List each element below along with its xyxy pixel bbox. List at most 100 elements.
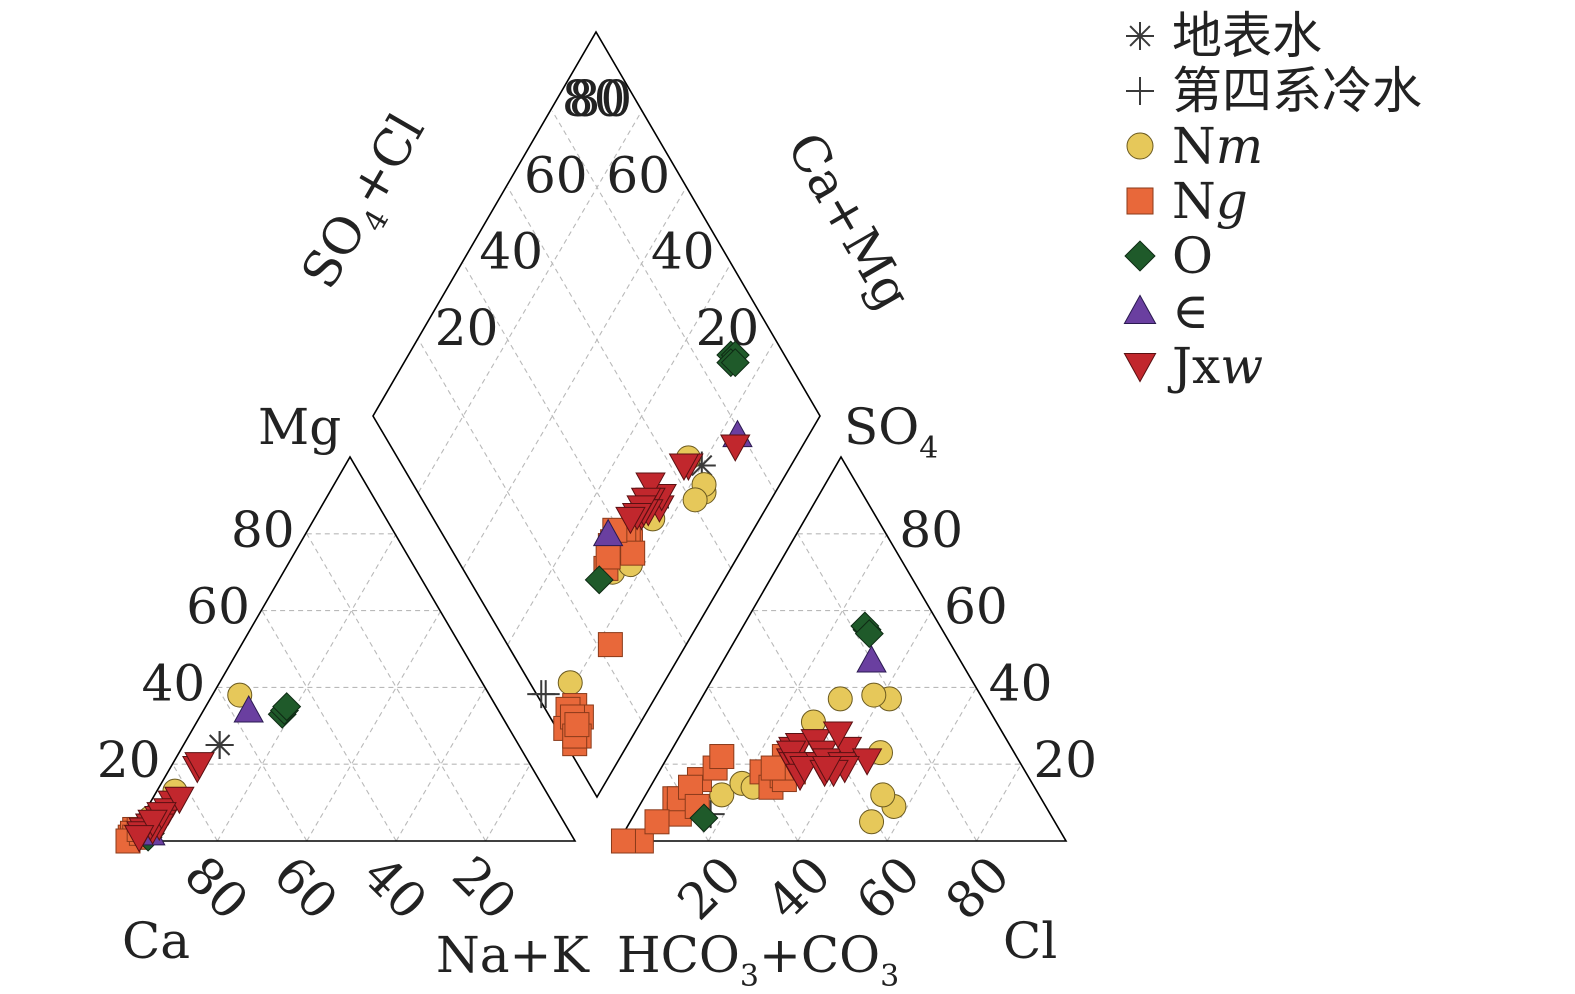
- data-point-cam: [233, 695, 264, 723]
- anion-so4-tick: 80: [899, 501, 963, 559]
- grid-lines: [172, 110, 1022, 842]
- anion-so4-subscript: 4: [919, 431, 938, 466]
- data-point-nm: [557, 670, 583, 696]
- tick-labels: 2020202020204040404040406060606060608080…: [97, 70, 1097, 931]
- legend-label-cam: ∈: [1172, 282, 1209, 340]
- data-point-jxw: [811, 756, 843, 784]
- diamond-so4cl-label: SO4+Cl: [290, 104, 444, 303]
- anion-hco3-subscript-2: 3: [880, 959, 899, 994]
- legend-label-quaternary: 第四系冷水: [1172, 62, 1422, 120]
- data-point-ng: [644, 809, 670, 835]
- data-point-jxw: [137, 809, 168, 838]
- cation-grid-line: [172, 763, 218, 842]
- data-points: [115, 340, 907, 854]
- cation-grid-line: [485, 763, 531, 842]
- legend-marker-ng: [1126, 187, 1154, 215]
- diamond-camg-label: Ca+Mg: [776, 123, 923, 319]
- data-point-nm: [859, 809, 885, 835]
- data-point-ng: [564, 712, 590, 738]
- data-point-cam: [592, 518, 624, 547]
- cation-mg-tick: 60: [186, 578, 250, 636]
- data-point-ng: [709, 744, 735, 770]
- anion-grid-line: [976, 763, 1022, 842]
- legend-marker-surface: [1126, 22, 1154, 50]
- data-point-jxw: [822, 721, 854, 749]
- cation-nak-label: Na+K: [436, 926, 590, 984]
- legend-label-text: 第四系冷水: [1172, 62, 1422, 120]
- data-point-jxw: [615, 506, 646, 535]
- anion-hco3-subscript-1: 3: [740, 959, 759, 994]
- anion-cl-tick: 60: [845, 845, 931, 931]
- anion-hco3-co3-text: +CO: [759, 926, 880, 984]
- cation-triangle: [126, 455, 577, 842]
- data-point-nm: [827, 686, 853, 712]
- anion-so4-tick: 40: [989, 654, 1053, 712]
- legend-label-text: N: [1172, 117, 1216, 175]
- cation-ca-tick: 40: [352, 845, 438, 931]
- anion-cl-tick: 40: [756, 845, 842, 931]
- data-point-surface-stroke: [209, 734, 231, 756]
- diamond-grid-line: [418, 339, 643, 722]
- diamond-grid-line: [507, 263, 732, 645]
- data-point-o: [272, 692, 302, 722]
- legend-label-italic: g: [1216, 172, 1248, 230]
- data-point-jxw: [123, 825, 155, 853]
- legend-label-italic: m: [1216, 117, 1263, 175]
- anion-grid-line: [707, 687, 799, 842]
- diamond-so4cl-tail: +Cl: [337, 104, 435, 216]
- data-point-ng: [620, 540, 646, 566]
- data-point-jxw: [851, 748, 883, 776]
- legend-marker-jxw: [1123, 353, 1157, 383]
- legend-marker-o: [1124, 240, 1156, 272]
- data-point-surface-stroke: [691, 454, 713, 477]
- data-point-ng: [595, 544, 621, 570]
- legend-label-text: O: [1172, 227, 1213, 285]
- legend-label-nm: Nm: [1172, 117, 1263, 175]
- legend-marker-quaternary: [1126, 77, 1154, 105]
- anion-grid-line: [707, 533, 888, 842]
- data-point-nm: [870, 782, 896, 808]
- anion-grid-line: [663, 763, 709, 842]
- anion-cl-tick: 20: [667, 845, 753, 931]
- legend-marker-cam: [1123, 294, 1157, 324]
- data-point-nm: [682, 487, 708, 513]
- diamond-so4cl-tick: 40: [651, 223, 715, 281]
- cation-grid-line: [395, 687, 487, 842]
- data-point-nm: [861, 682, 887, 708]
- diamond-camg-tick: 20: [435, 299, 499, 357]
- diamond-camg-tick: 40: [479, 223, 543, 281]
- data-point-o: [689, 803, 719, 833]
- diamond-camg-tick: 80: [569, 70, 633, 128]
- anion-triangle: [617, 455, 1068, 842]
- anion-so4-tick: 60: [944, 578, 1008, 636]
- diamond-grid-line: [462, 187, 687, 569]
- cation-mg-tick: 20: [97, 731, 161, 789]
- anion-hco3-text: HCO: [617, 926, 740, 984]
- cation-mg-tick: 80: [231, 501, 295, 559]
- data-point-o: [584, 565, 614, 595]
- diamond-grid-line: [462, 263, 687, 645]
- data-point-jxw: [184, 752, 215, 780]
- legend-label-surface: 地表水: [1172, 7, 1322, 65]
- legend-label-text: N: [1172, 172, 1216, 230]
- anion-cl-label: Cl: [1003, 912, 1057, 970]
- cation-grid-line: [216, 687, 308, 842]
- legend-label-text: ∈: [1172, 282, 1209, 340]
- cation-ca-label: Ca: [122, 912, 190, 970]
- data-point-ng: [597, 632, 623, 658]
- data-point-jxw: [668, 453, 700, 481]
- anion-so4-label: SO4: [844, 398, 938, 466]
- anion-hco3-label: HCO3+CO3: [617, 926, 899, 994]
- data-point-jxw: [164, 786, 195, 815]
- diamond-so4cl-tick: 60: [606, 146, 670, 204]
- cation-ca-tick: 20: [441, 845, 527, 931]
- cation-mg-label: Mg: [258, 398, 341, 456]
- diamond-camg-tick: 60: [524, 146, 588, 204]
- legend-marker-nm: [1126, 132, 1154, 160]
- legend-label-o: O: [1172, 227, 1213, 285]
- diamond-grid-line: [418, 110, 643, 493]
- cation-grid-line: [306, 610, 442, 842]
- diagram-frames: [126, 30, 1068, 842]
- data-point-surface: [205, 731, 234, 759]
